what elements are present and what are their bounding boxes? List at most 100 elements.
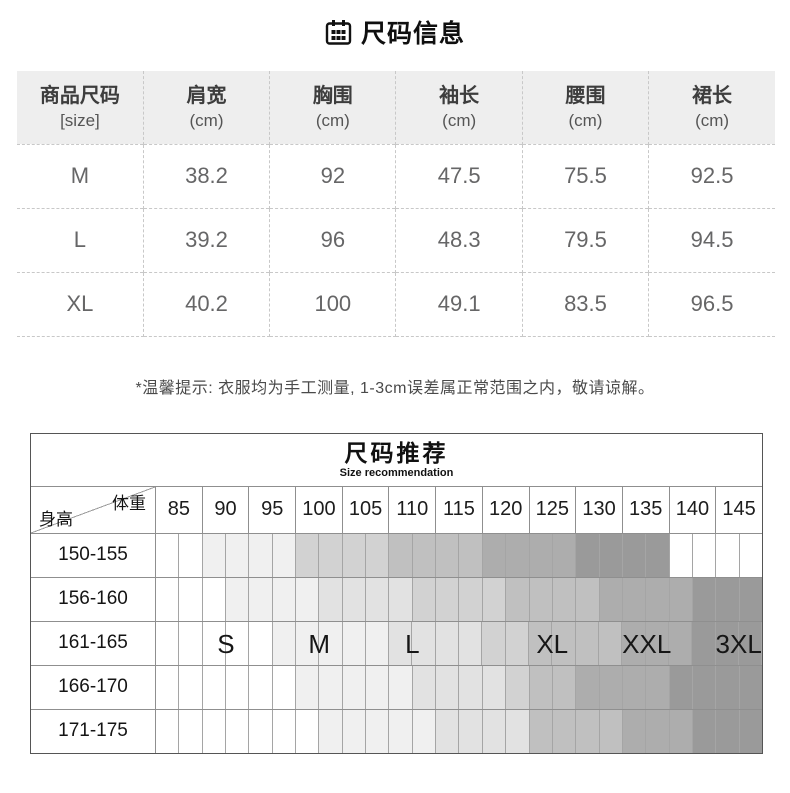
page-title: 尺码信息: [0, 0, 790, 50]
size-table-row: L 39.2 96 48.3 79.5 94.5: [17, 207, 775, 272]
grid-cell: [739, 533, 762, 577]
grid-cell: [622, 533, 647, 577]
chart-row: 171-175: [31, 708, 762, 753]
size-band-label: 3XL: [715, 628, 762, 659]
grid-cell: [342, 621, 366, 665]
grid-cell: [506, 577, 530, 621]
grid-cell: [319, 665, 343, 709]
height-row-label: 156-160: [31, 577, 156, 621]
size-column-header: 胸围 (cm): [269, 71, 397, 144]
chart-row: 161-165 S M L XL XXL 3XL: [31, 620, 763, 665]
chart-header-row: 体重 身高 85 90 95 100 105 110 115 120 125 130 135 140 1…: [31, 485, 762, 533]
size-column-header: 商品尺码 [size]: [17, 71, 144, 144]
grid-cell: [482, 533, 507, 577]
grid-cell: [505, 621, 529, 665]
measurement-cell: 49.1: [395, 271, 523, 337]
grid-cell: [389, 621, 413, 665]
grid-cell: [576, 665, 600, 709]
size-band-label: L: [405, 628, 420, 659]
grid-cell: [692, 621, 716, 665]
grid-cell: [506, 709, 530, 753]
height-axis-label: 身高: [39, 509, 73, 529]
weight-column-header: 110: [389, 486, 437, 533]
calendar-grid-icon: [325, 19, 352, 45]
grid-cell: [202, 621, 226, 665]
column-unit: (cm): [695, 110, 730, 130]
grid-cell: [738, 621, 763, 665]
grid-cell: [202, 577, 227, 621]
grid-cell: [552, 577, 577, 621]
grid-cell: [156, 665, 180, 709]
grid-cell: [226, 665, 250, 709]
grid-cell: [645, 621, 669, 665]
weight-column-header: 145: [722, 498, 756, 520]
measurement-cell: 83.5: [522, 271, 650, 337]
grid-cell: [272, 709, 297, 753]
grid-cell: [622, 709, 647, 753]
grid-cell: [599, 533, 623, 577]
grid-cell: [436, 577, 460, 621]
grid-cell: [249, 709, 273, 753]
page-title-text: 尺码信息: [360, 20, 465, 48]
grid-cell: [552, 533, 577, 577]
measurement-cell: 92: [269, 143, 397, 208]
column-name: 商品尺码: [39, 84, 120, 107]
grid-cell: [552, 621, 576, 665]
grid-cell: [622, 621, 646, 665]
measurement-cell: 47.5: [395, 143, 523, 208]
grid-cell: [576, 577, 600, 621]
measurement-cell: 100: [269, 271, 397, 337]
weight-column-header: 90: [203, 486, 250, 533]
grid-cell: [482, 665, 507, 709]
grid-cell: [482, 709, 507, 753]
grid-cell: [412, 577, 437, 621]
grid-cell: [692, 665, 717, 709]
grid-cell: [179, 621, 203, 665]
weight-column-header: 120: [483, 486, 530, 533]
measurement-note: *温馨提示: 衣服均为手工测量, 1-3cm误差属正常范围之内，敬请谅解。: [135, 379, 655, 397]
column-unit: (cm): [189, 110, 224, 130]
grid-cell: [646, 709, 670, 753]
grid-cell: [156, 533, 180, 577]
grid-cell: [646, 577, 670, 621]
grid-cell: [576, 533, 600, 577]
grid-cell: [692, 533, 717, 577]
grid-cell: [319, 533, 343, 577]
measurement-cell: 75.5: [522, 143, 650, 208]
grid-cell: [459, 577, 483, 621]
grid-cell: [295, 621, 320, 665]
size-recommendation-chart: 尺码推荐 Size recommendation 体重 身高 85 90 95 100…: [30, 432, 763, 754]
grid-cell: [226, 577, 250, 621]
grid-cell: [739, 665, 762, 709]
column-unit: [size]: [60, 110, 100, 130]
grid-cell: [225, 621, 250, 665]
height-row-label: 166-170: [31, 665, 156, 709]
grid-cell: [459, 709, 483, 753]
grid-cell: [179, 577, 203, 621]
grid-cell: [156, 577, 180, 621]
measurement-cell: 96: [269, 207, 397, 272]
grid-cell: [366, 709, 390, 753]
height-row-label: 150-155: [31, 533, 156, 577]
grid-cell: [366, 533, 390, 577]
measurement-cell: 40.2: [143, 271, 271, 337]
grid-cell: [529, 709, 553, 753]
grid-cell: [156, 621, 180, 665]
grid-cell: [506, 665, 530, 709]
grid-cell: [646, 665, 670, 709]
weight-column-header: 125: [530, 486, 577, 533]
column-name: 胸围: [312, 84, 353, 107]
grid-cell: [739, 577, 762, 621]
height-row-label: 171-175: [31, 709, 156, 753]
weight-column-header: 95: [249, 486, 297, 533]
size-column-header: 袖长 (cm): [395, 71, 523, 144]
weight-column-header: 85: [156, 486, 203, 533]
grid-cell: [389, 533, 413, 577]
grid-cell: [342, 533, 367, 577]
grid-cell: [272, 577, 297, 621]
grid-cell: [599, 665, 623, 709]
grid-cell: [552, 665, 577, 709]
grid-cell: [249, 621, 273, 665]
size-name-cell: L: [17, 207, 144, 272]
chart-title-cell: 尺码推荐 Size recommendation: [31, 434, 762, 486]
